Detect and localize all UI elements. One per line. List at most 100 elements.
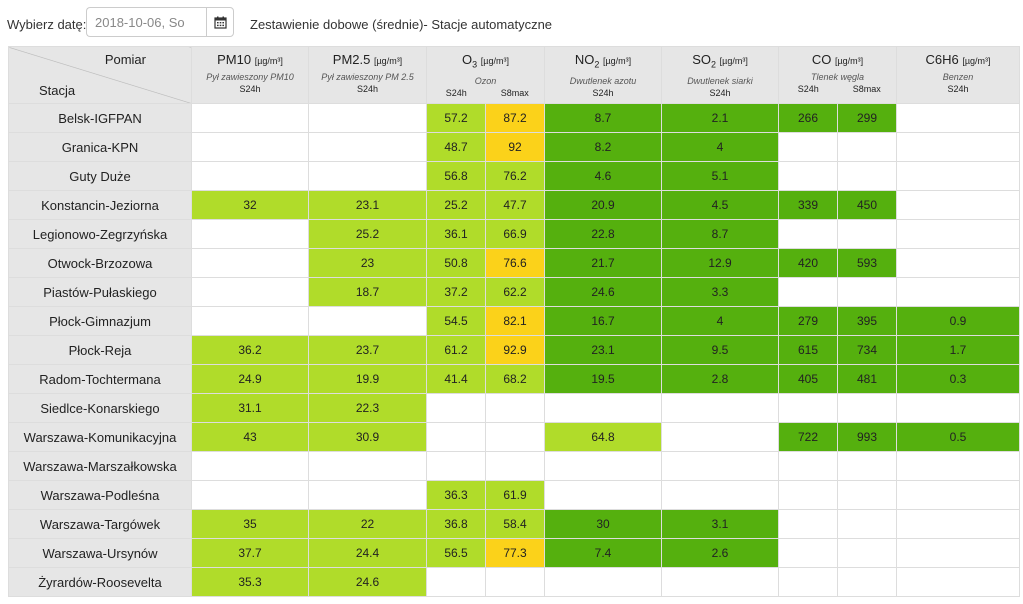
header-so2: SO2 [µg/m³] Dwutlenek siarki S24h xyxy=(661,46,780,104)
measurement-cell xyxy=(896,277,1021,307)
measurement-cell: 35 xyxy=(191,509,309,539)
table-row: Warszawa-Podleśna 36.3 61.9 xyxy=(8,480,1021,510)
measurement-cell: 5.1 xyxy=(661,161,780,191)
measurement-cell: 4.5 xyxy=(661,190,780,220)
table-row: Radom-Tochtermana 24.9 19.9 41.4 68.2 19.5 2.8… xyxy=(8,364,1021,394)
measurement-cell xyxy=(778,451,839,481)
measurement-cell: 339 xyxy=(778,190,839,220)
measurement-cell: 593 xyxy=(837,248,898,278)
measurement-cell xyxy=(308,161,427,191)
measurement-cell xyxy=(484,393,546,423)
measurement-cell: 0.5 xyxy=(896,422,1021,452)
measurement-cell: 48.7 xyxy=(426,132,486,162)
measurement-cell: 41.4 xyxy=(426,364,486,394)
measurement-cell: 25.2 xyxy=(426,190,486,220)
measurement-cell xyxy=(484,451,546,481)
measurement-cell xyxy=(837,161,898,191)
date-input[interactable] xyxy=(86,7,206,37)
measurement-cell: 30 xyxy=(544,509,663,539)
table-row: Płock-Reja 36.2 23.7 61.2 92.9 23.1 9.5 615 734 1… xyxy=(8,335,1021,365)
measurement-cell: 19.5 xyxy=(544,364,663,394)
measurement-cell: 64.8 xyxy=(544,422,663,452)
station-name: Płock-Reja xyxy=(8,335,192,365)
measurement-cell: 82.1 xyxy=(484,306,546,336)
measurement-cell xyxy=(661,567,780,597)
measurement-cell: 481 xyxy=(837,364,898,394)
measurement-cell: 58.4 xyxy=(484,509,546,539)
table-row: Legionowo-Zegrzyńska 25.2 36.1 66.9 22.8 8.7 xyxy=(8,219,1021,249)
measurement-cell xyxy=(837,509,898,539)
measurement-cell xyxy=(778,480,839,510)
measurement-cell: 19.9 xyxy=(308,364,427,394)
measurement-cell: 299 xyxy=(837,103,898,133)
measurement-cell: 2.1 xyxy=(661,103,780,133)
measurement-cell xyxy=(544,480,663,510)
measurement-cell: 405 xyxy=(778,364,839,394)
measurement-cell: 615 xyxy=(778,335,839,365)
station-name: Warszawa-Komunikacyjna xyxy=(8,422,192,452)
measurement-cell xyxy=(837,538,898,568)
measurements-table: Pomiar Stacja PM10 [µg/m³] Pył zawieszon… xyxy=(8,46,1021,597)
measurement-cell: 22 xyxy=(308,509,427,539)
station-name: Warszawa-Targówek xyxy=(8,509,192,539)
page-title: Zestawienie dobowe (średnie)- Stacje aut… xyxy=(250,17,553,32)
measurement-cell xyxy=(308,451,427,481)
measurement-cell xyxy=(896,190,1021,220)
measurement-cell: 266 xyxy=(778,103,839,133)
calendar-button[interactable] xyxy=(206,7,234,37)
header-o3: O3 [µg/m³] Ozon S24h S8max xyxy=(425,46,546,104)
measurement-cell: 2.8 xyxy=(661,364,780,394)
measurement-cell: 37.7 xyxy=(191,538,309,568)
table-row: Piastów-Pułaskiego 18.7 37.2 62.2 24.6 3.3 xyxy=(8,277,1021,307)
station-name: Radom-Tochtermana xyxy=(8,364,192,394)
measurement-cell: 722 xyxy=(778,422,839,452)
measurement-cell: 47.7 xyxy=(484,190,546,220)
measurement-cell: 23 xyxy=(308,248,427,278)
measurement-cell xyxy=(426,567,486,597)
measurement-cell xyxy=(896,248,1021,278)
measurement-cell xyxy=(191,132,309,162)
measurement-cell xyxy=(661,422,780,452)
measurement-cell: 420 xyxy=(778,248,839,278)
measurement-cell xyxy=(896,103,1021,133)
measurement-cell xyxy=(308,132,427,162)
measurement-cell: 25.2 xyxy=(308,219,427,249)
table-row: Konstancin-Jeziorna 32 23.1 25.2 47.7 20.9 4.5… xyxy=(8,190,1021,220)
station-name: Żyrardów-Roosevelta xyxy=(8,567,192,597)
measurement-cell xyxy=(837,451,898,481)
measurement-cell: 37.2 xyxy=(426,277,486,307)
measurement-cell: 23.7 xyxy=(308,335,427,365)
measurement-cell xyxy=(308,103,427,133)
measurement-cell: 36.1 xyxy=(426,219,486,249)
measurement-cell: 24.6 xyxy=(308,567,427,597)
station-name: Warszawa-Marszałkowska xyxy=(8,451,192,481)
measurement-cell: 21.7 xyxy=(544,248,663,278)
station-name: Guty Duże xyxy=(8,161,192,191)
measurement-cell xyxy=(896,219,1021,249)
measurement-cell xyxy=(778,509,839,539)
measurement-cell: 76.2 xyxy=(484,161,546,191)
table-row: Warszawa-Komunikacyjna 43 30.9 64.8 722 993 0.… xyxy=(8,422,1021,452)
station-name: Warszawa-Ursynów xyxy=(8,538,192,568)
station-name: Warszawa-Podleśna xyxy=(8,480,192,510)
measurement-cell xyxy=(544,451,663,481)
station-name: Legionowo-Zegrzyńska xyxy=(8,219,192,249)
measurement-cell xyxy=(191,219,309,249)
date-label: Wybierz datę: xyxy=(7,17,87,32)
measurement-cell: 24.9 xyxy=(191,364,309,394)
measurement-cell: 8.7 xyxy=(544,103,663,133)
table-row: Warszawa-Marszałkowska xyxy=(8,451,1021,481)
measurement-cell xyxy=(426,422,486,452)
measurement-cell xyxy=(308,306,427,336)
measurement-cell: 279 xyxy=(778,306,839,336)
measurement-cell: 16.7 xyxy=(544,306,663,336)
header-no2: NO2 [µg/m³] Dwutlenek azotu S24h xyxy=(544,46,663,104)
station-name: Siedlce-Konarskiego xyxy=(8,393,192,423)
station-name: Otwock-Brzozowa xyxy=(8,248,192,278)
measurement-cell: 43 xyxy=(191,422,309,452)
measurement-cell: 450 xyxy=(837,190,898,220)
measurement-cell: 3.3 xyxy=(661,277,780,307)
measurement-cell: 22.8 xyxy=(544,219,663,249)
measurement-cell: 7.4 xyxy=(544,538,663,568)
measurement-cell xyxy=(484,567,546,597)
